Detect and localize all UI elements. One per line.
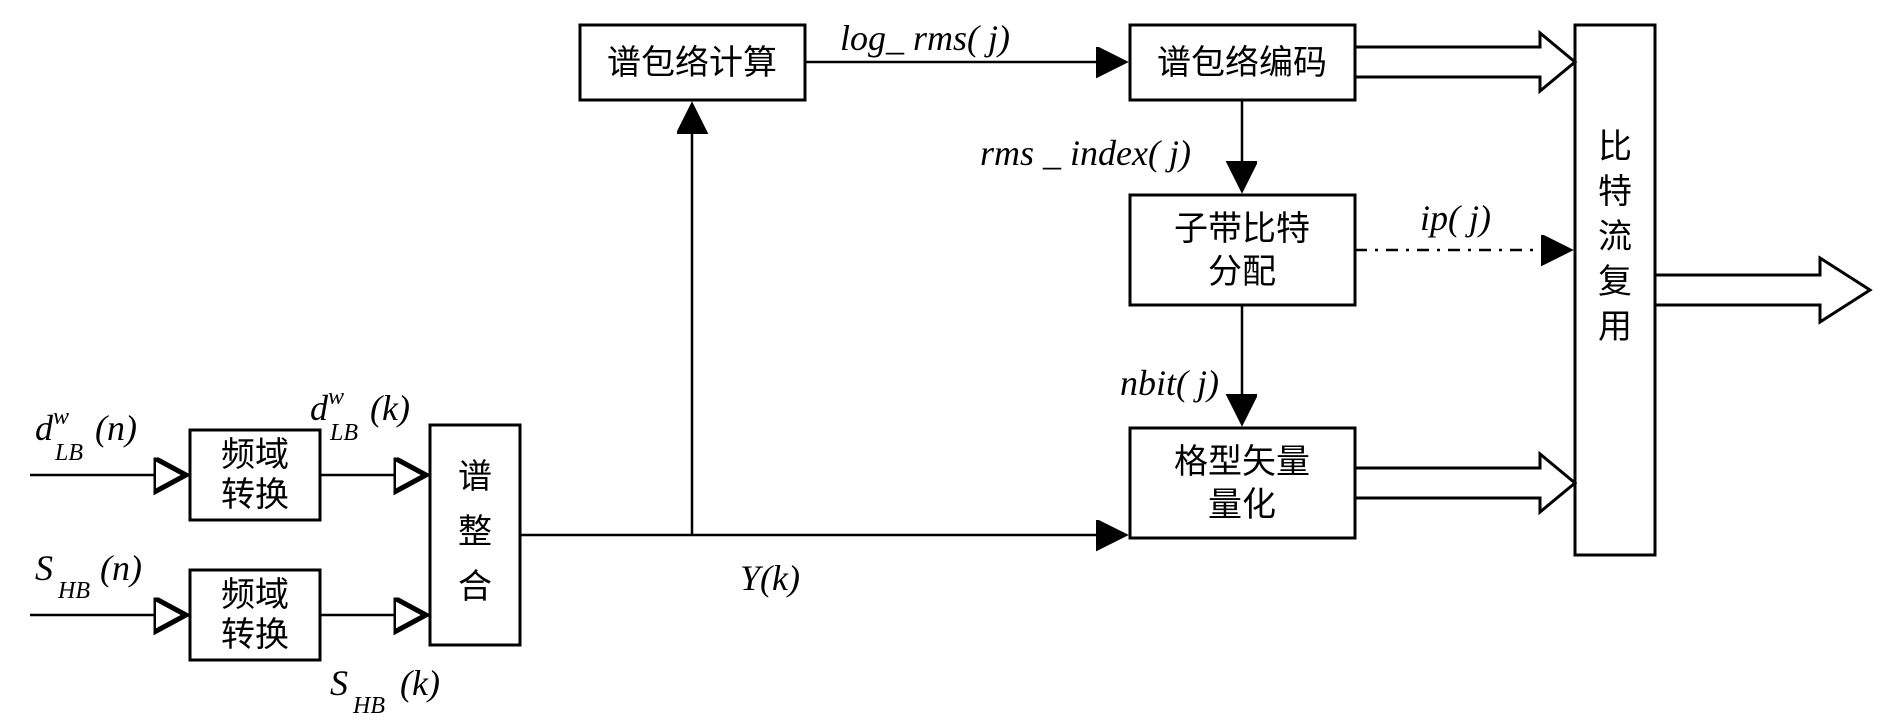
block-arrow-mux-out [1655, 258, 1870, 322]
node-label: 整 [458, 513, 492, 551]
svg-text:S: S [35, 548, 53, 588]
svg-text:(n): (n) [100, 548, 142, 588]
node-label: 频域 [221, 436, 289, 474]
svg-text:复: 复 [1598, 263, 1632, 301]
block-arrow-envenc-mux [1355, 33, 1575, 91]
svg-text:流: 流 [1598, 218, 1632, 256]
label-s-in: S HB (n) [35, 548, 142, 604]
node-label: 格型矢量 [1174, 443, 1310, 481]
node-lattice-vq: 格型矢量 量化 [1130, 428, 1355, 538]
svg-text:S: S [330, 663, 348, 703]
node-label: 谱包络计算 [607, 44, 777, 82]
flow-diagram: 频域 转换 频域 转换 谱 整 合 谱包络计算 谱包络编码 子带比特 分配 格型… [0, 0, 1895, 725]
svg-text:(n): (n) [95, 408, 137, 448]
svg-text:用: 用 [1598, 309, 1632, 346]
node-bitstream-mux: 比 特 流 复 用 [1575, 25, 1655, 555]
node-spectrum-merge: 谱 整 合 [430, 425, 520, 645]
node-freq-transform-1: 频域 转换 [190, 430, 320, 520]
label-rmsidx: rms _ index( j) [980, 133, 1191, 173]
label-s-out: S HB (k) [330, 663, 440, 719]
label-d-in: dw LB (n) [35, 404, 137, 466]
node-envelope-calc: 谱包络计算 [580, 25, 805, 100]
svg-text:LB: LB [54, 440, 83, 466]
node-label: 转换 [221, 476, 289, 514]
block-arrow-lvq-mux [1355, 454, 1575, 512]
node-label: 分配 [1208, 254, 1276, 291]
label-logrms: log_ rms( j) [840, 18, 1010, 58]
svg-text:(k): (k) [370, 388, 410, 428]
label-d-out: dw LB (k) [310, 384, 410, 446]
svg-text:比: 比 [1598, 129, 1632, 166]
node-envelope-encode: 谱包络编码 [1130, 25, 1355, 100]
label-nbit: nbit( j) [1120, 363, 1219, 403]
label-ip: ip( j) [1420, 198, 1491, 238]
node-label: 谱包络编码 [1157, 44, 1327, 82]
svg-text:HB: HB [352, 693, 385, 719]
svg-text:特: 特 [1598, 173, 1632, 211]
svg-text:(k): (k) [400, 663, 440, 703]
node-subband-bit-alloc: 子带比特 分配 [1130, 195, 1355, 305]
node-label: 频域 [221, 576, 289, 614]
node-label: 转换 [221, 616, 289, 654]
node-freq-transform-2: 频域 转换 [190, 570, 320, 660]
svg-text:LB: LB [329, 420, 358, 446]
node-label: 量化 [1208, 486, 1276, 524]
label-Yk: Y(k) [740, 558, 800, 598]
svg-text:HB: HB [57, 578, 90, 604]
node-label: 子带比特 [1174, 210, 1310, 248]
node-label: 谱 [458, 458, 492, 496]
node-label: 合 [458, 568, 492, 606]
